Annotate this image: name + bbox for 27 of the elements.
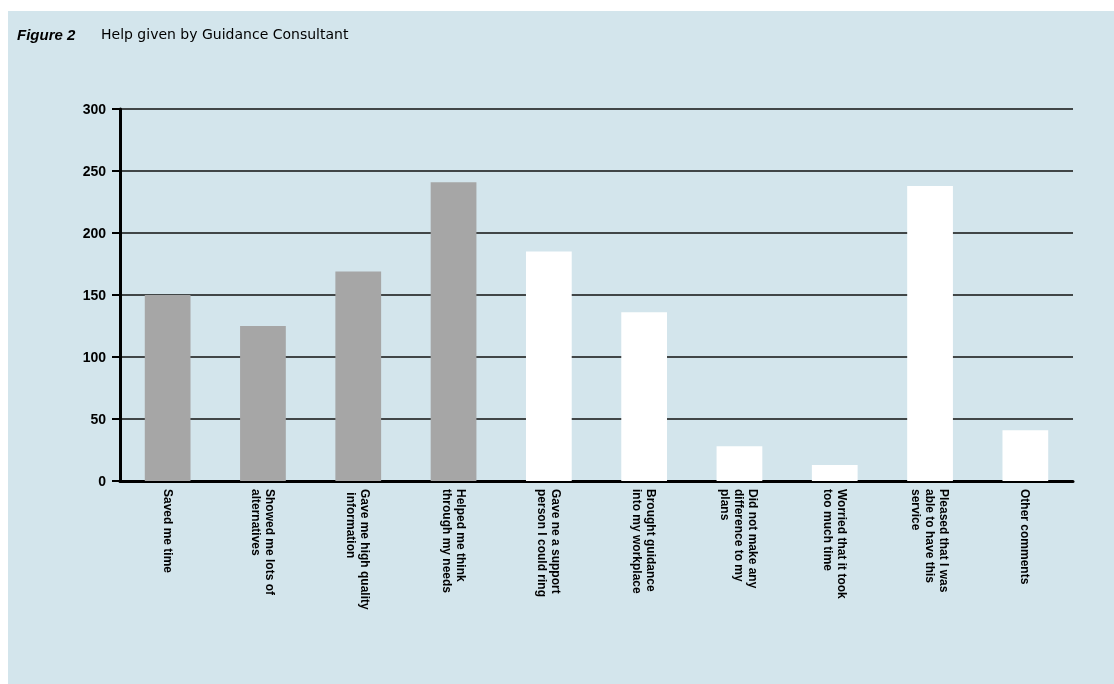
bar — [1002, 430, 1049, 481]
y-tick-label: 100 — [82, 349, 107, 365]
bar — [335, 271, 382, 481]
y-tick-label: 300 — [82, 101, 107, 117]
bar — [811, 464, 858, 481]
bar — [430, 182, 477, 481]
chart-title: Figure 2 — [17, 26, 76, 43]
bar — [240, 326, 286, 481]
x-tick-label: Pleased that I was able to have this service — [909, 489, 952, 596]
y-tick-label: 50 — [90, 411, 107, 427]
y-tick-label: 250 — [82, 163, 107, 179]
x-tick-label: Gave me high quality information — [344, 489, 373, 611]
x-tick-label: Other comments — [1018, 489, 1033, 585]
chart-subtitle: Help given by Guidance Consultant — [101, 26, 349, 42]
y-tick-label: 200 — [82, 225, 107, 241]
bar — [621, 312, 668, 481]
y-tick-label: 150 — [82, 287, 107, 303]
bar — [144, 295, 191, 481]
bar — [525, 251, 572, 481]
x-tick-label: Helped me think through my needs — [439, 489, 468, 594]
x-tick-label: Did not make any difference to my plans — [718, 489, 761, 592]
bar — [907, 185, 953, 481]
x-tick-label: Showed me lots of alternatives — [248, 489, 277, 599]
x-tick-label: Worried that it took too much time — [820, 489, 849, 603]
bar — [716, 446, 763, 481]
y-tick-label: 0 — [98, 473, 107, 489]
x-tick-label: Saved me time — [160, 489, 175, 574]
